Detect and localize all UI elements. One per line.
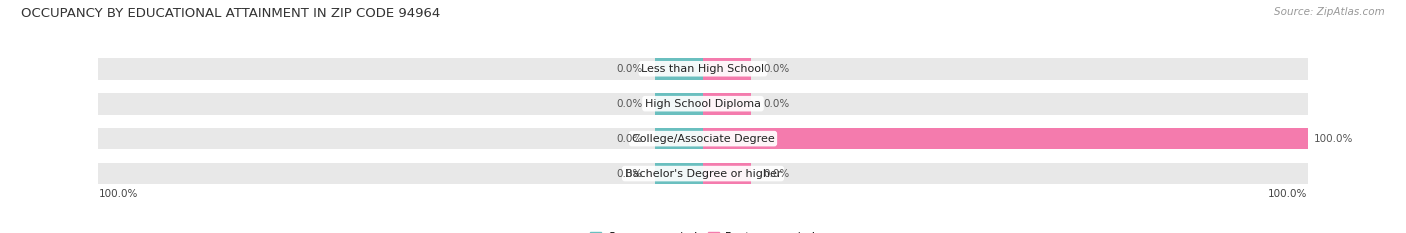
- Text: Less than High School: Less than High School: [641, 64, 765, 74]
- Text: 0.0%: 0.0%: [763, 99, 790, 109]
- Bar: [703, 128, 1308, 150]
- Bar: [703, 93, 751, 114]
- Text: OCCUPANCY BY EDUCATIONAL ATTAINMENT IN ZIP CODE 94964: OCCUPANCY BY EDUCATIONAL ATTAINMENT IN Z…: [21, 7, 440, 20]
- Legend: Owner-occupied, Renter-occupied: Owner-occupied, Renter-occupied: [586, 227, 820, 233]
- Text: 100.0%: 100.0%: [1268, 189, 1308, 199]
- Bar: [655, 93, 703, 114]
- Text: 100.0%: 100.0%: [1313, 134, 1353, 144]
- Bar: [703, 128, 1308, 150]
- Bar: [655, 58, 703, 80]
- Bar: [655, 128, 703, 150]
- Text: 0.0%: 0.0%: [616, 99, 643, 109]
- Text: 0.0%: 0.0%: [763, 169, 790, 178]
- Text: 100.0%: 100.0%: [98, 189, 138, 199]
- Bar: [703, 93, 1308, 114]
- Text: 0.0%: 0.0%: [763, 64, 790, 74]
- Bar: [703, 58, 751, 80]
- Text: Bachelor's Degree or higher: Bachelor's Degree or higher: [624, 169, 782, 178]
- Text: Source: ZipAtlas.com: Source: ZipAtlas.com: [1274, 7, 1385, 17]
- Bar: [98, 163, 703, 185]
- Text: High School Diploma: High School Diploma: [645, 99, 761, 109]
- Bar: [703, 58, 1308, 80]
- Bar: [655, 163, 703, 185]
- Bar: [703, 163, 751, 185]
- Text: 0.0%: 0.0%: [616, 64, 643, 74]
- Bar: [98, 58, 703, 80]
- Bar: [703, 163, 1308, 185]
- Text: 0.0%: 0.0%: [616, 134, 643, 144]
- Bar: [98, 128, 703, 150]
- Bar: [98, 93, 703, 114]
- Text: 0.0%: 0.0%: [616, 169, 643, 178]
- Text: College/Associate Degree: College/Associate Degree: [631, 134, 775, 144]
